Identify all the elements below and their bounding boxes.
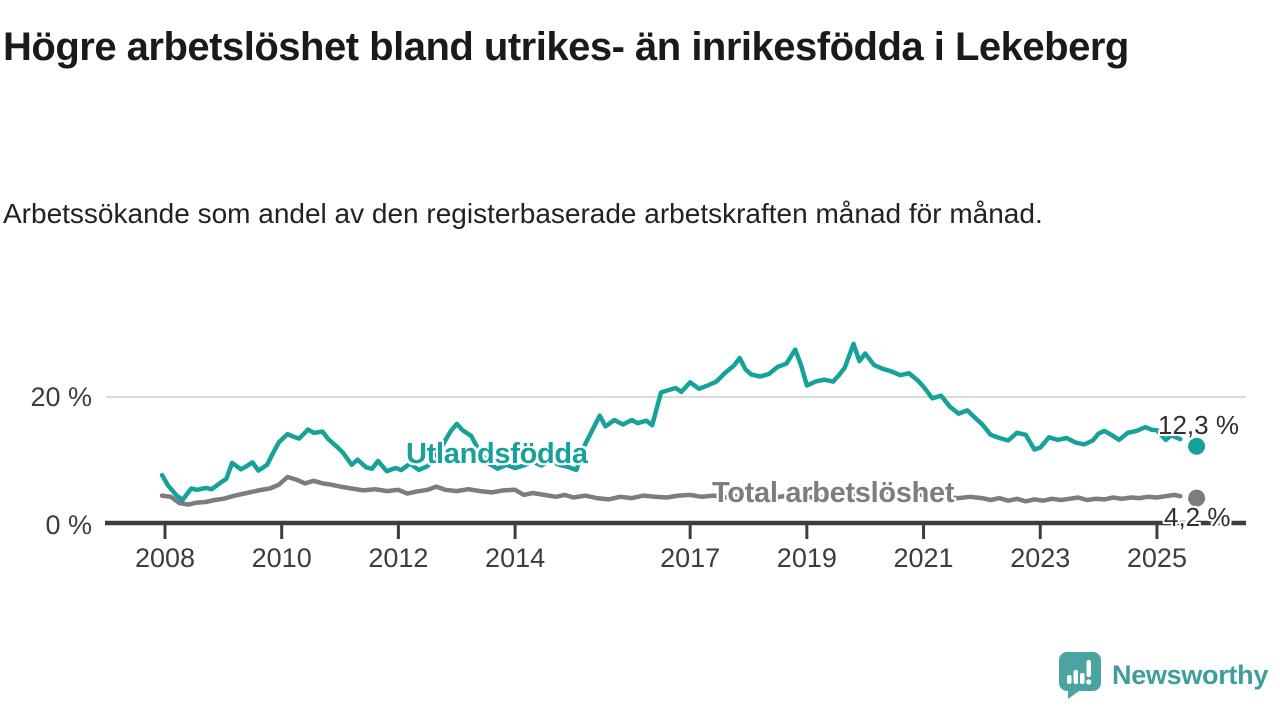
chart-subtitle: Arbetssökande som andel av den registerb… — [3, 198, 1043, 229]
x-tick-label-2021: 2021 — [893, 543, 954, 573]
newsworthy-brand-text: Newsworthy — [1112, 659, 1269, 690]
series-label-total-arbetsloshet: Total arbetslöshet — [712, 477, 955, 509]
y-tick-label-20: 20 % — [30, 382, 92, 412]
x-tick-marks — [163, 525, 1159, 539]
page-title: Högre arbetslöshet bland utrikes- än inr… — [3, 25, 1129, 69]
x-tick-label-2012: 2012 — [368, 543, 429, 573]
end-dot-0 — [1188, 437, 1206, 455]
series-line-0 — [159, 341, 1183, 503]
y-tick-label-0: 0 % — [45, 510, 92, 540]
end-value-label-utlandsfodda: 12,3 % — [1158, 410, 1239, 440]
x-tick-label-2008: 2008 — [134, 543, 196, 573]
newsworthy-bubble-icon — [1059, 652, 1101, 699]
newsworthy-logo[interactable]: Newsworthy — [1058, 651, 1268, 699]
x-tick-label-2014: 2014 — [485, 543, 546, 573]
x-tick-label-2023: 2023 — [1010, 543, 1071, 573]
end-dot-1 — [1188, 489, 1206, 507]
x-tick-label-2010: 2010 — [251, 543, 312, 573]
series-line-1 — [159, 474, 1183, 507]
x-tick-label-2025: 2025 — [1126, 543, 1187, 573]
series-label-utlandsfodda: Utlandsfödda — [406, 438, 588, 470]
end-value-label-total: 4,2 % — [1164, 502, 1231, 532]
x-tick-label-2019: 2019 — [776, 543, 837, 573]
x-tick-label-2017: 2017 — [660, 543, 721, 573]
